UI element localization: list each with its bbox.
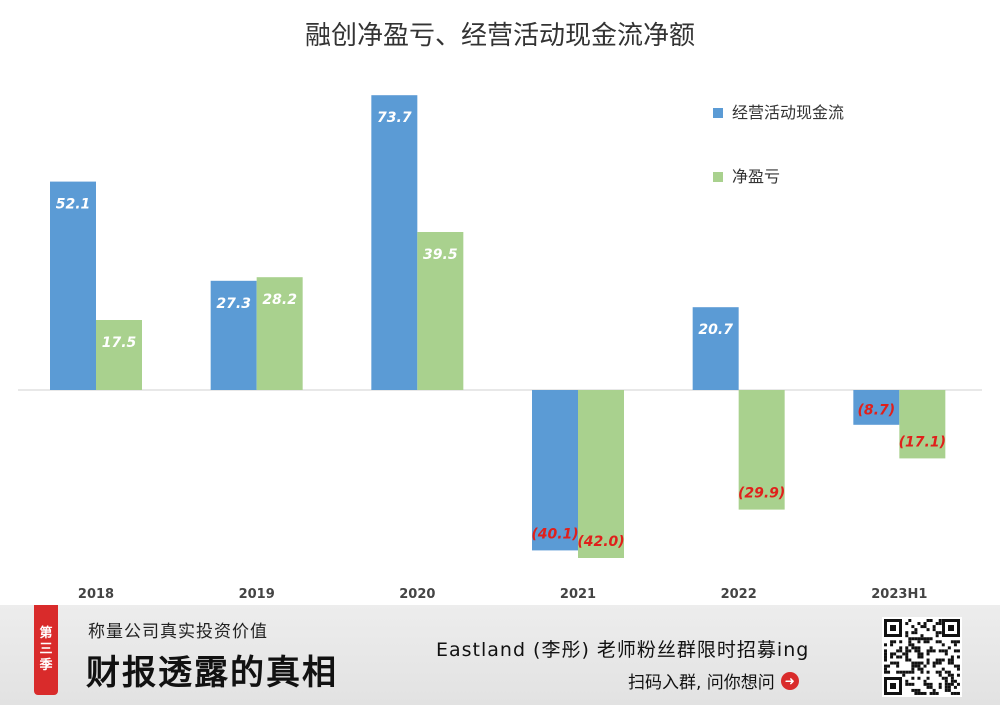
bar-cashflow [853, 390, 900, 425]
data-label: 73.7 [377, 110, 412, 126]
season-tag-char: 第 [39, 626, 53, 641]
bar-netprofit [899, 390, 946, 459]
legend-swatch [713, 172, 723, 182]
x-tick-label: 2023H1 [871, 587, 927, 602]
bar-cashflow [210, 280, 257, 390]
data-label: (8.7) [858, 402, 896, 418]
data-label: 20.7 [698, 322, 733, 338]
bar-cashflow [50, 181, 96, 390]
x-tick-label: 2021 [560, 587, 596, 602]
brand-title: 财报透露的真相 [86, 653, 338, 693]
x-tick-label: 2020 [399, 587, 435, 602]
data-label: 28.2 [262, 292, 297, 308]
legend-label: 经营活动现金流 [732, 103, 844, 122]
bar-netprofit [578, 390, 624, 558]
bar-cashflow [692, 307, 739, 390]
season-tag: 第 三 季 [34, 605, 58, 695]
brand-subtitle: 称量公司真实投资价值 [88, 622, 268, 642]
bar-cashflow [532, 390, 578, 551]
data-label: (17.1) [899, 434, 946, 450]
chart: 融创净盈亏、经营活动现金流净额 52.1 17.5 2018 27.3 28.2 2019 7… [18, 21, 982, 602]
data-label: (40.1) [531, 526, 578, 542]
bar-netprofit [738, 390, 785, 510]
season-tag-char: 三 [39, 642, 53, 657]
promo-text: Eastland (李彤) 老师粉丝群限时招募ing [436, 639, 810, 661]
data-label: 52.1 [56, 197, 91, 213]
bar-cashflow [371, 95, 418, 390]
arrow-right-icon: ➜ [780, 671, 799, 690]
bar-netprofit [256, 277, 303, 390]
data-label: 17.5 [102, 335, 137, 351]
data-label: 39.5 [423, 247, 458, 263]
scan-cta[interactable]: 扫码入群, 问你想问 ➜ [628, 668, 799, 693]
x-tick-label: 2022 [721, 587, 757, 602]
promo-footer: 第 三 季 称量公司真实投资价值 财报透露的真相 Eastland (李彤) 老… [0, 605, 1000, 705]
data-label: (42.0) [577, 534, 624, 550]
legend-swatch [713, 108, 723, 118]
qr-code-icon[interactable] [882, 617, 962, 697]
bar-netprofit [96, 320, 142, 390]
legend-label: 净盈亏 [732, 167, 780, 186]
data-label: (29.9) [738, 486, 785, 502]
bar-netprofit [417, 232, 464, 390]
scan-text: 扫码入群, 问你想问 [628, 673, 775, 693]
season-tag-char: 季 [39, 658, 53, 673]
data-label: 27.3 [216, 296, 251, 312]
x-tick-label: 2019 [239, 587, 275, 602]
chart-title: 融创净盈亏、经营活动现金流净额 [305, 21, 695, 51]
x-tick-label: 2018 [78, 587, 114, 602]
